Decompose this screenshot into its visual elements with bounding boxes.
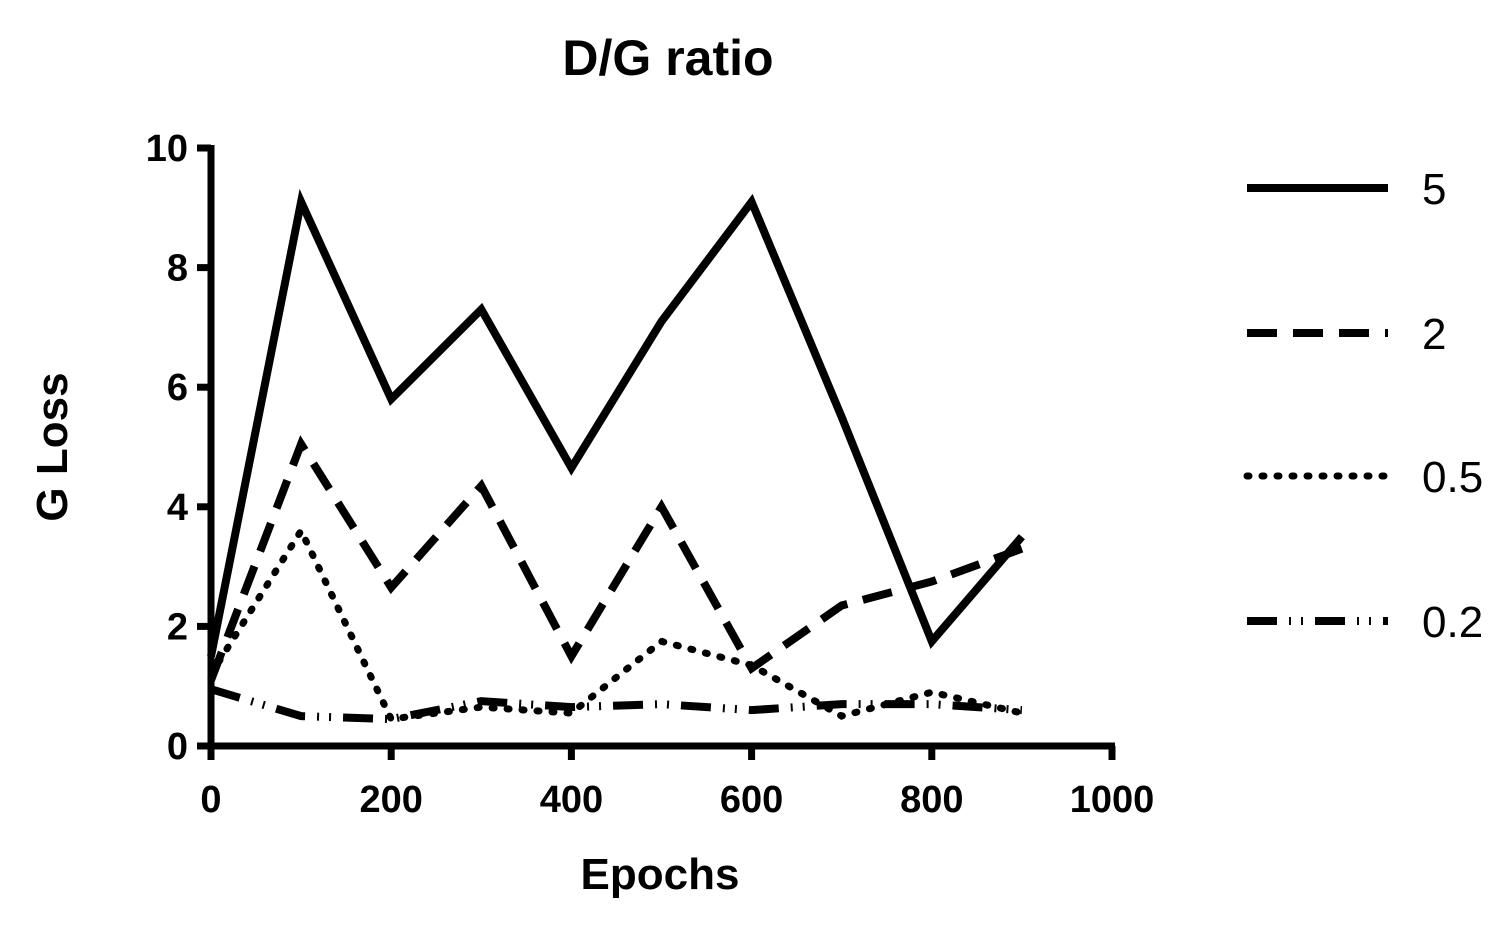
chart-title: D/G ratio bbox=[562, 30, 773, 86]
y-tick-label: 4 bbox=[167, 487, 188, 529]
x-tick-label: 400 bbox=[540, 779, 603, 821]
legend-label-2: 2 bbox=[1422, 310, 1446, 359]
legend-label-0-2: 0.2 bbox=[1422, 598, 1483, 647]
x-tick-label: 0 bbox=[200, 779, 221, 821]
series-line-0-2 bbox=[209, 685, 1023, 724]
legend-label-0-5: 0.5 bbox=[1422, 453, 1483, 502]
x-tick-label: 1000 bbox=[1070, 779, 1155, 821]
y-tick-label: 6 bbox=[167, 367, 188, 409]
x-tick-label: 800 bbox=[900, 779, 963, 821]
series-line-2 bbox=[207, 435, 1024, 682]
series-line-5 bbox=[207, 188, 1025, 658]
x-tick-label: 600 bbox=[720, 779, 783, 821]
x-axis-label: Epochs bbox=[581, 850, 740, 899]
series-lines bbox=[207, 188, 1026, 724]
y-tick-label: 10 bbox=[146, 128, 188, 170]
y-tick-label: 8 bbox=[167, 248, 188, 290]
legend: 5 2 0.5 0.2 bbox=[1243, 165, 1483, 647]
y-tick-label: 2 bbox=[167, 606, 188, 648]
x-tick-label: 200 bbox=[359, 779, 422, 821]
legend-label-5: 5 bbox=[1422, 165, 1446, 214]
y-axis-label: G Loss bbox=[28, 372, 77, 521]
y-tick-label: 0 bbox=[167, 726, 188, 768]
